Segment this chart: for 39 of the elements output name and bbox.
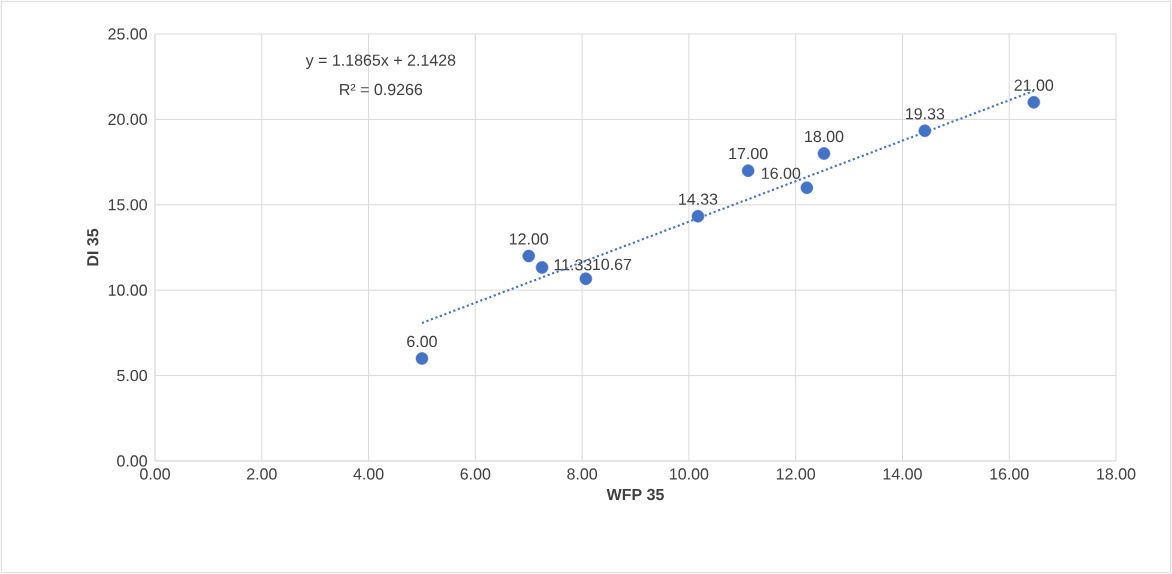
y-tick-label: 25.00 xyxy=(108,28,148,40)
point xyxy=(918,124,932,138)
x-tick-label: 12.00 xyxy=(776,468,816,480)
data-label: 6.00 xyxy=(407,335,437,348)
x-tick-label: 0.00 xyxy=(140,468,170,480)
data-label: 21.00 xyxy=(1014,79,1054,91)
x-tick-label: 6.00 xyxy=(460,468,491,480)
x-tick-label: 2.00 xyxy=(247,468,277,480)
annotation: R² = 0.9266 xyxy=(340,83,423,96)
point xyxy=(522,249,535,263)
y-tick-label: 0.00 xyxy=(117,455,148,467)
x-tick-label: 10.00 xyxy=(670,468,709,480)
point xyxy=(800,181,814,194)
x-tick-label: 16.00 xyxy=(990,468,1029,480)
data-label: 10.67 xyxy=(593,258,632,271)
y-tick-label: 20.00 xyxy=(108,113,148,126)
y-axis-title: DI 35 xyxy=(87,228,99,266)
x-tick-label: 8.00 xyxy=(567,468,598,480)
y-tick-label: 10.00 xyxy=(108,284,148,296)
data-label: 12.00 xyxy=(509,233,549,245)
point xyxy=(691,209,705,223)
data-label: 14.33 xyxy=(679,193,718,205)
x-tick-label: 14.00 xyxy=(883,468,922,480)
point xyxy=(741,164,755,177)
point xyxy=(1027,96,1041,109)
data-label: 18.00 xyxy=(805,130,844,143)
annotation: y = 1.1865x + 2.1428 xyxy=(305,54,456,69)
x-tick-label: 18.00 xyxy=(1097,468,1136,480)
data-label: 19.33 xyxy=(906,108,945,120)
y-tick-label: 5.00 xyxy=(117,369,148,382)
x-axis-title: WFP 35 xyxy=(606,488,664,501)
y-tick-label: 15.00 xyxy=(108,199,148,211)
data-label: 17.00 xyxy=(729,147,768,160)
x-tick-label: 4.00 xyxy=(353,468,384,480)
point xyxy=(579,272,593,286)
point xyxy=(535,261,549,274)
point xyxy=(817,147,831,160)
data-label: 16.00 xyxy=(762,167,801,179)
point xyxy=(415,352,429,365)
